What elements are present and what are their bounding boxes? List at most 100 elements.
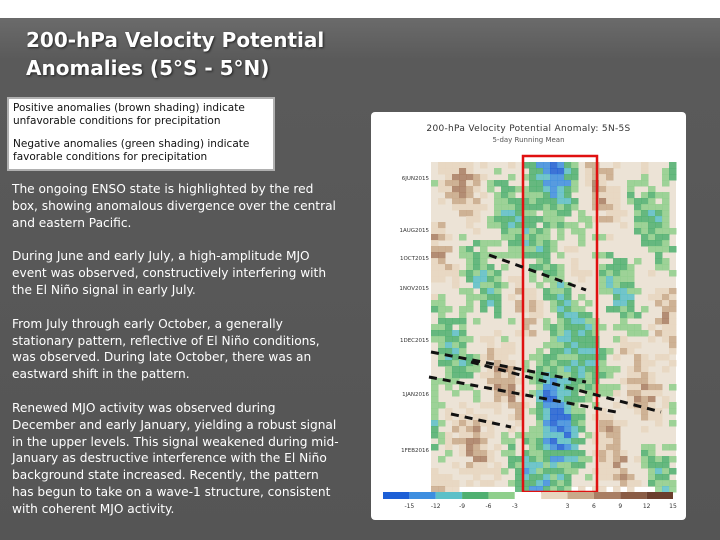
field-cell bbox=[522, 174, 530, 181]
field-cell bbox=[648, 390, 656, 397]
field-cell bbox=[550, 300, 558, 307]
field-cell bbox=[662, 204, 670, 211]
field-cell bbox=[473, 186, 481, 193]
field-cell bbox=[599, 420, 607, 427]
field-cell bbox=[466, 168, 474, 175]
field-cell bbox=[494, 444, 502, 451]
field-cell bbox=[529, 300, 537, 307]
field-cell bbox=[648, 204, 656, 211]
field-cell bbox=[557, 390, 565, 397]
field-cell bbox=[564, 360, 572, 367]
field-cell bbox=[536, 384, 544, 391]
field-cell bbox=[522, 474, 530, 481]
field-cell bbox=[627, 270, 635, 277]
field-cell bbox=[459, 204, 467, 211]
field-cell bbox=[501, 384, 509, 391]
field-cell bbox=[473, 420, 481, 427]
field-cell bbox=[557, 396, 565, 403]
field-cell bbox=[536, 366, 544, 373]
field-cell bbox=[473, 354, 481, 361]
field-cell bbox=[564, 450, 572, 457]
field-cell bbox=[473, 396, 481, 403]
field-cell bbox=[480, 162, 488, 169]
field-cell bbox=[445, 360, 453, 367]
field-cell bbox=[662, 258, 670, 265]
field-cell bbox=[550, 414, 558, 421]
field-cell bbox=[571, 180, 579, 187]
field-cell bbox=[550, 390, 558, 397]
field-cell bbox=[452, 342, 460, 349]
field-cell bbox=[655, 480, 663, 487]
field-cell bbox=[641, 228, 649, 235]
field-cell bbox=[641, 354, 649, 361]
field-cell bbox=[501, 282, 509, 289]
field-cell bbox=[655, 246, 663, 253]
field-cell bbox=[438, 252, 446, 259]
field-cell bbox=[459, 180, 467, 187]
field-cell bbox=[536, 186, 544, 193]
field-cell bbox=[543, 276, 551, 283]
field-cell bbox=[452, 282, 460, 289]
field-cell bbox=[438, 354, 446, 361]
field-cell bbox=[501, 216, 509, 223]
field-cell bbox=[613, 444, 621, 451]
field-cell bbox=[571, 414, 579, 421]
field-cell bbox=[536, 252, 544, 259]
field-cell bbox=[571, 366, 579, 373]
field-cell bbox=[473, 204, 481, 211]
field-cell bbox=[501, 354, 509, 361]
field-cell bbox=[648, 480, 656, 487]
field-cell bbox=[522, 324, 530, 331]
field-cell bbox=[445, 192, 453, 199]
field-cell bbox=[641, 384, 649, 391]
field-cell bbox=[515, 216, 523, 223]
field-cell bbox=[634, 366, 642, 373]
field-cell bbox=[655, 216, 663, 223]
field-cell bbox=[564, 330, 572, 337]
mjo-propagation-line bbox=[430, 350, 587, 384]
field-cell bbox=[634, 210, 642, 217]
field-cell bbox=[459, 366, 467, 373]
field-cell bbox=[599, 180, 607, 187]
field-cell bbox=[655, 408, 663, 415]
field-cell bbox=[452, 276, 460, 283]
field-cell bbox=[473, 282, 481, 289]
field-cell bbox=[438, 246, 446, 253]
field-cell bbox=[515, 408, 523, 415]
field-cell bbox=[515, 288, 523, 295]
field-cell bbox=[515, 474, 523, 481]
field-cell bbox=[606, 414, 614, 421]
field-cell bbox=[522, 228, 530, 235]
field-cell bbox=[529, 222, 537, 229]
field-cell bbox=[480, 432, 488, 439]
field-cell bbox=[564, 456, 572, 463]
field-cell bbox=[564, 294, 572, 301]
field-cell bbox=[634, 324, 642, 331]
field-cell bbox=[522, 432, 530, 439]
field-cell bbox=[620, 258, 628, 265]
field-cell bbox=[585, 474, 593, 481]
field-cell bbox=[585, 168, 593, 175]
field-cell bbox=[627, 186, 635, 193]
field-cell bbox=[431, 402, 439, 409]
field-cell bbox=[606, 432, 614, 439]
field-cell bbox=[487, 186, 495, 193]
field-cell bbox=[438, 330, 446, 337]
field-cell bbox=[606, 288, 614, 295]
field-cell bbox=[508, 378, 516, 385]
body-text: The ongoing ENSO state is highlighted by… bbox=[12, 181, 342, 535]
field-cell bbox=[564, 300, 572, 307]
field-cell bbox=[459, 246, 467, 253]
field-cell bbox=[627, 372, 635, 379]
field-cell bbox=[452, 348, 460, 355]
field-cell bbox=[445, 246, 453, 253]
field-cell bbox=[613, 264, 621, 271]
field-cell bbox=[571, 444, 579, 451]
field-cell bbox=[459, 438, 467, 445]
field-cell bbox=[480, 204, 488, 211]
field-cell bbox=[487, 240, 495, 247]
field-cell bbox=[529, 210, 537, 217]
field-cell bbox=[529, 180, 537, 187]
legend-positive-text: Positive anomalies (brown shading) indic… bbox=[13, 102, 245, 127]
field-cell bbox=[473, 174, 481, 181]
